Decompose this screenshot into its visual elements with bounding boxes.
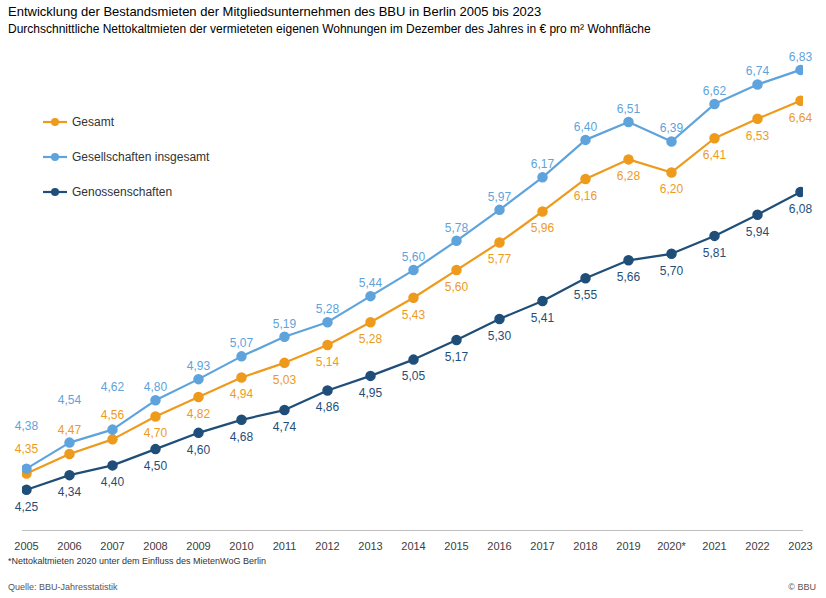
svg-text:6,40: 6,40 <box>574 120 598 134</box>
svg-text:5,97: 5,97 <box>488 190 512 204</box>
svg-text:2007: 2007 <box>100 540 124 552</box>
svg-text:2012: 2012 <box>315 540 339 552</box>
svg-text:5,14: 5,14 <box>316 355 340 369</box>
svg-text:4,34: 4,34 <box>58 485 82 499</box>
svg-text:5,60: 5,60 <box>445 280 469 294</box>
html-text:Gesellschaften insgesamt: Gesellschaften insgesamt <box>72 149 210 164</box>
svg-text:2006: 2006 <box>57 540 81 552</box>
svg-text:2021: 2021 <box>702 540 726 552</box>
svg-text:2005: 2005 <box>14 540 38 552</box>
svg-text:5,60: 5,60 <box>402 250 426 264</box>
html-text:Genossenschaften: Genossenschaften <box>72 184 173 199</box>
html-text:Gesamt: Gesamt <box>72 114 114 129</box>
svg-text:6,51: 6,51 <box>617 102 641 116</box>
svg-text:2019: 2019 <box>616 540 640 552</box>
svg-text:2023: 2023 <box>788 540 812 552</box>
svg-text:6,53: 6,53 <box>746 129 770 143</box>
svg-text:6,62: 6,62 <box>703 84 727 98</box>
svg-text:2020*: 2020* <box>657 540 686 552</box>
svg-text:4,56: 4,56 <box>101 408 125 422</box>
svg-text:6,39: 6,39 <box>660 121 684 135</box>
svg-text:5,43: 5,43 <box>402 308 426 322</box>
svg-text:4,40: 4,40 <box>101 475 125 489</box>
svg-text:5,81: 5,81 <box>703 246 727 260</box>
svg-text:4,62: 4,62 <box>101 380 125 394</box>
svg-text:4,93: 4,93 <box>187 359 211 373</box>
html-text:Durchschnittliche Nettokaltmie: Durchschnittliche Nettokaltmieten der ve… <box>8 22 651 36</box>
svg-text:6,83: 6,83 <box>789 50 813 64</box>
svg-text:6,08: 6,08 <box>789 202 813 216</box>
svg-text:6,16: 6,16 <box>574 189 598 203</box>
html-text:Entwicklung der Bestandsmieten: Entwicklung der Bestandsmieten der Mitgl… <box>8 4 542 19</box>
svg-text:6,64: 6,64 <box>789 111 813 125</box>
svg-text:2022: 2022 <box>745 540 769 552</box>
svg-text:4,68: 4,68 <box>230 430 254 444</box>
svg-text:5,28: 5,28 <box>316 302 340 316</box>
svg-text:4,35: 4,35 <box>15 442 39 456</box>
svg-text:5,30: 5,30 <box>488 329 512 343</box>
svg-text:5,07: 5,07 <box>230 336 254 350</box>
svg-text:5,28: 5,28 <box>359 332 383 346</box>
svg-text:4,94: 4,94 <box>230 387 254 401</box>
svg-text:2013: 2013 <box>358 540 382 552</box>
svg-text:5,44: 5,44 <box>359 276 383 290</box>
html-text:Quelle: BBU-Jahresstatistik: Quelle: BBU-Jahresstatistik <box>8 582 118 592</box>
html-text:© BBU: © BBU <box>788 582 816 592</box>
svg-text:2014: 2014 <box>401 540 425 552</box>
svg-text:4,95: 4,95 <box>359 386 383 400</box>
svg-text:2010: 2010 <box>229 540 253 552</box>
svg-text:5,17: 5,17 <box>445 350 469 364</box>
svg-text:2017: 2017 <box>530 540 554 552</box>
svg-text:2015: 2015 <box>444 540 468 552</box>
svg-text:2016: 2016 <box>487 540 511 552</box>
svg-text:4,74: 4,74 <box>273 420 297 434</box>
svg-text:6,28: 6,28 <box>617 169 641 183</box>
svg-text:5,55: 5,55 <box>574 288 598 302</box>
svg-text:2009: 2009 <box>186 540 210 552</box>
svg-text:4,60: 4,60 <box>187 443 211 457</box>
svg-text:4,50: 4,50 <box>144 459 168 473</box>
svg-text:5,03: 5,03 <box>273 373 297 387</box>
svg-text:6,74: 6,74 <box>746 64 770 78</box>
svg-text:5,78: 5,78 <box>445 221 469 235</box>
svg-text:4,25: 4,25 <box>15 500 39 514</box>
svg-text:4,86: 4,86 <box>316 400 340 414</box>
svg-text:6,41: 6,41 <box>703 148 727 162</box>
svg-text:6,17: 6,17 <box>531 157 555 171</box>
svg-text:6,20: 6,20 <box>660 182 684 196</box>
svg-text:5,96: 5,96 <box>531 221 555 235</box>
svg-text:2018: 2018 <box>573 540 597 552</box>
svg-text:2008: 2008 <box>143 540 167 552</box>
svg-text:4,38: 4,38 <box>15 419 39 433</box>
svg-text:5,77: 5,77 <box>488 252 512 266</box>
svg-text:5,70: 5,70 <box>660 264 684 278</box>
html-text:*Nettokaltmieten 2020 unter de: *Nettokaltmieten 2020 unter dem Einfluss… <box>8 556 266 566</box>
svg-text:5,94: 5,94 <box>746 225 770 239</box>
svg-text:5,66: 5,66 <box>617 270 641 284</box>
svg-text:4,54: 4,54 <box>58 393 82 407</box>
svg-text:4,80: 4,80 <box>144 380 168 394</box>
svg-text:5,05: 5,05 <box>402 369 426 383</box>
svg-text:4,47: 4,47 <box>58 423 82 437</box>
svg-text:5,41: 5,41 <box>531 311 555 325</box>
svg-text:4,82: 4,82 <box>187 407 211 421</box>
svg-text:2011: 2011 <box>273 540 297 552</box>
svg-text:5,19: 5,19 <box>273 317 297 331</box>
svg-text:4,70: 4,70 <box>144 426 168 440</box>
